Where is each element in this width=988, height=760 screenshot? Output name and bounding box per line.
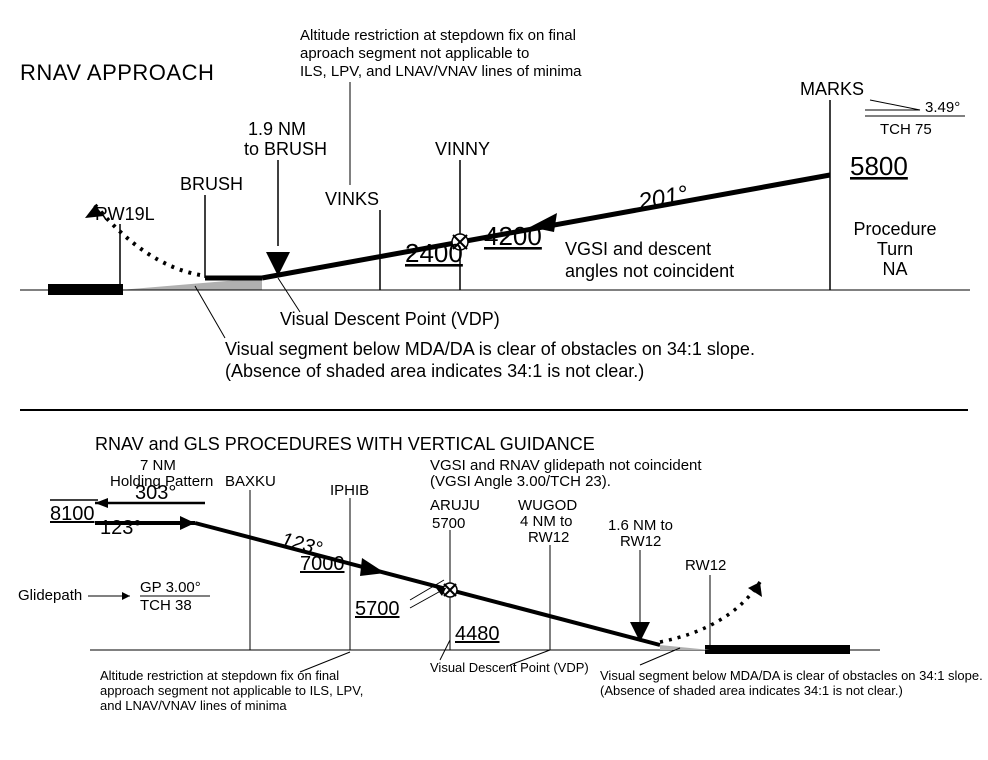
wugod-sub1: 4 NM to [520, 513, 573, 530]
proc-turn-3: NA [882, 259, 907, 279]
proc-turn-1: Procedure [853, 219, 936, 239]
missed-arrow-bottom [748, 582, 762, 597]
alt-aruju: 4480 [455, 623, 500, 645]
fix-vinny-label: VINNY [435, 139, 490, 159]
glidepath-label: Glidepath [18, 587, 82, 604]
top-annotation-line1: Altitude restriction at stepdown fix on … [300, 27, 576, 44]
alt-baxku: 7000 [300, 553, 345, 575]
stepdown-ann-3: and LNAV/VNAV lines of minima [100, 698, 287, 713]
stepdown-ann-1: Altitude restriction at stepdown fix on … [100, 668, 339, 683]
alt-iphib: 5700 [355, 598, 400, 620]
vdp-label-bottom: Visual Descent Point (VDP) [430, 660, 589, 675]
bottom-glidepath-arrow [360, 558, 385, 576]
top-title: RNAV APPROACH [20, 60, 214, 85]
wugod-sub2: RW12 [528, 529, 569, 546]
angle-value: 3.49° [925, 99, 960, 116]
alt-marks: 5800 [850, 151, 908, 181]
proc-turn-2: Turn [877, 239, 913, 259]
alt-vinks: 2400 [405, 238, 463, 268]
holding-alt: 8100 [50, 503, 95, 525]
aruju-alt-display: 5700 [432, 515, 465, 532]
vdp-leader-top [278, 278, 300, 312]
vs-ann-2: (Absence of shaded area indicates 34:1 i… [600, 683, 903, 698]
fix-marks-label: MARKS [800, 79, 864, 99]
gp-line2: TCH 38 [140, 597, 192, 614]
vgsi-note-1: VGSI and descent [565, 239, 711, 259]
vdp-dist-bottom-2: RW12 [620, 533, 661, 550]
fix-iphib: IPHIB [330, 482, 369, 499]
visual-segment-shade-bottom [660, 645, 710, 650]
fix-brush-label: BRUSH [180, 174, 243, 194]
top-annotation-line2: aproach segment not applicable to [300, 45, 529, 62]
runway-bar-bottom [705, 645, 850, 654]
vdp-dist-bottom-1: 1.6 NM to [608, 517, 673, 534]
stepdown-ann-2: approach segment not applicable to ILS, … [100, 683, 363, 698]
tch-value: TCH 75 [880, 121, 932, 138]
holding-outbound: 123° [100, 517, 141, 539]
vdp-distance-sub: to BRUSH [244, 139, 327, 159]
fix-wugod: WUGOD [518, 497, 577, 514]
alt-vinny: 4200 [484, 221, 542, 251]
fix-rw19l-label: RW19L [95, 204, 155, 224]
top-course: 201° [635, 181, 690, 216]
angle-tch-group: 3.49° TCH 75 [865, 99, 965, 138]
bottom-title: RNAV and GLS PROCEDURES WITH VERTICAL GU… [95, 434, 595, 454]
gp-arrow-head [122, 592, 130, 600]
vdp-label-top: Visual Descent Point (VDP) [280, 309, 500, 329]
top-bottom-ann-1: Visual segment below MDA/DA is clear of … [225, 339, 755, 359]
fix-aruju: ARUJU [430, 497, 480, 514]
vgsi-bottom-1: VGSI and RNAV glidepath not coincident [430, 457, 702, 474]
vdp-distance: 1.9 NM [248, 119, 306, 139]
holding-nm: 7 NM [140, 457, 176, 474]
flyover-aruju [443, 583, 457, 597]
top-bottom-ann-2: (Absence of shaded area indicates 34:1 i… [225, 361, 644, 381]
fix-vinks-label: VINKS [325, 189, 379, 209]
holding-inbound: 303° [135, 482, 176, 504]
fix-rw12: RW12 [685, 557, 726, 574]
vgsi-bottom-2: (VGSI Angle 3.00/TCH 23). [430, 473, 611, 490]
holding-bottom-arrow [180, 516, 195, 530]
vgsi-note-2: angles not coincident [565, 261, 734, 281]
bottom-glidepath [195, 523, 660, 645]
gp-line1: GP 3.00° [140, 579, 201, 596]
vs-ann-1: Visual segment below MDA/DA is clear of … [600, 668, 983, 683]
diagram-canvas: RNAV APPROACH Altitude restriction at st… [0, 0, 988, 760]
top-annotation-line3: ILS, LPV, and LNAV/VNAV lines of minima [300, 63, 582, 80]
fix-baxku: BAXKU [225, 473, 276, 490]
shade-leader [195, 286, 225, 338]
